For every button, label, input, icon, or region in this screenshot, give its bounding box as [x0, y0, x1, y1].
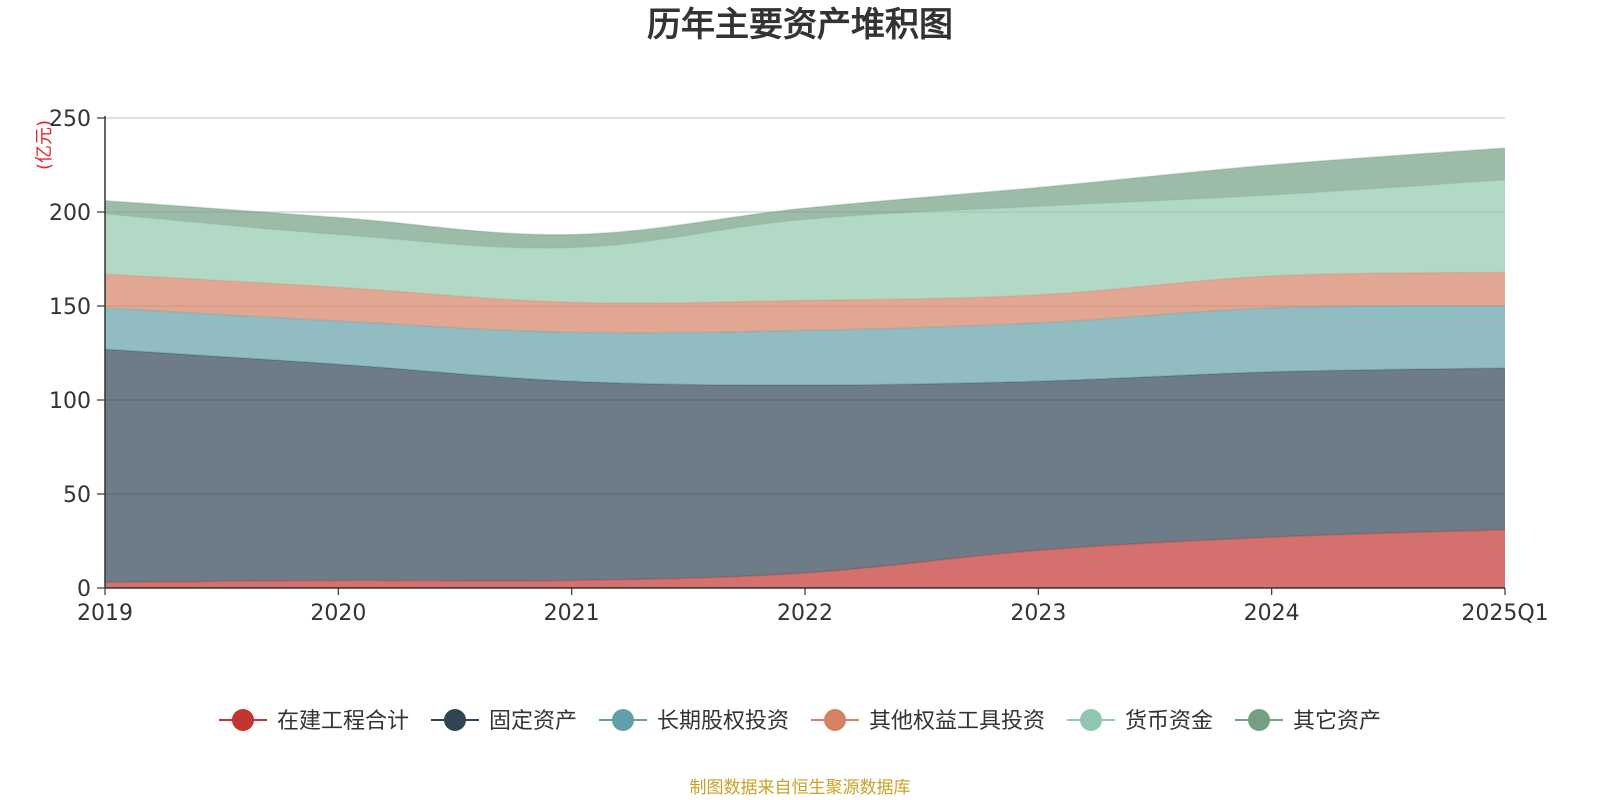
- legend-circle-icon: [824, 709, 846, 731]
- x-tick-label-5: 2024: [1244, 601, 1300, 626]
- y-tick-label-50: 50: [63, 483, 91, 508]
- legend-circle-icon: [612, 709, 634, 731]
- area-series-2: [105, 305, 1505, 385]
- legend-label: 其他权益工具投资: [869, 709, 1045, 734]
- area-series-4: [105, 180, 1505, 304]
- y-tick-label-0: 0: [77, 577, 91, 602]
- legend-item-3[interactable]: 其他权益工具投资: [811, 709, 1045, 734]
- legend-item-1[interactable]: 固定资产: [431, 709, 577, 734]
- legend-item-4[interactable]: 货币资金: [1067, 709, 1213, 734]
- area-series-3: [105, 272, 1505, 333]
- area-series-line-5: [104, 147, 1506, 236]
- legend-label: 固定资产: [489, 709, 577, 734]
- legend-label: 其它资产: [1293, 709, 1381, 734]
- legend-item-2[interactable]: 长期股权投资: [599, 709, 789, 734]
- x-tick-label-4: 2023: [1010, 601, 1066, 626]
- legend-circle-icon: [1080, 709, 1102, 731]
- legend-item-5[interactable]: 其它资产: [1235, 709, 1381, 734]
- legend-circle-icon: [444, 709, 466, 731]
- legend-label: 货币资金: [1125, 709, 1213, 734]
- y-tick-label-150: 150: [49, 295, 91, 320]
- legend-item-0[interactable]: 在建工程合计: [219, 709, 409, 734]
- area-series-0: [105, 529, 1505, 588]
- y-tick-label-100: 100: [49, 389, 91, 414]
- area-series-5: [105, 148, 1505, 249]
- legend[interactable]: 在建工程合计 固定资产 长期股权投资 其他权益工具投资 货币资金 其它资产: [219, 709, 1381, 734]
- legend-circle-icon: [232, 709, 254, 731]
- x-tick-label-1: 2020: [310, 601, 366, 626]
- x-tick-label-2: 2021: [544, 601, 600, 626]
- legend-circle-icon: [1248, 709, 1270, 731]
- area-series: [104, 147, 1506, 588]
- legend-label: 长期股权投资: [657, 709, 789, 734]
- x-tick-label-0: 2019: [77, 601, 133, 626]
- axes: 0 50 100 150 200 250 2019 2020 2021 2022 2023 2024 2…: [49, 107, 1549, 626]
- x-tick-label-6: 2025Q1: [1461, 601, 1548, 626]
- data-source-note: 制图数据来自恒生聚源数据库: [690, 778, 911, 798]
- y-axis-unit: (亿元): [34, 120, 55, 170]
- x-tick-label-3: 2022: [777, 601, 833, 626]
- area-series-1: [105, 349, 1505, 583]
- chart-title: 历年主要资产堆积图: [647, 5, 953, 45]
- y-tick-label-200: 200: [49, 201, 91, 226]
- y-tick-label-250: 250: [49, 107, 91, 132]
- legend-label: 在建工程合计: [277, 709, 409, 734]
